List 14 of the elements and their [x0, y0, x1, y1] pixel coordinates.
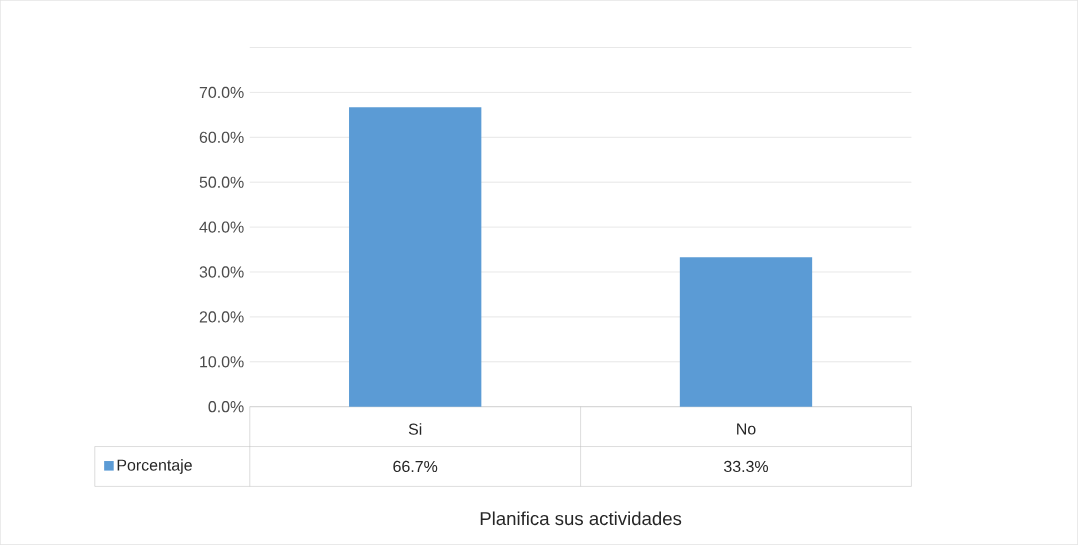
y-tick-label: 50.0% — [199, 176, 244, 188]
y-tick-label: 0.0% — [208, 401, 244, 413]
y-tick-label: 20.0% — [199, 311, 244, 323]
y-tick-label: 60.0% — [199, 131, 244, 143]
y-tick-label: 70.0% — [199, 86, 244, 99]
x-axis-title: Planifica sus actividades — [480, 511, 682, 526]
legend-label: Porcentaje — [117, 459, 192, 474]
x-tick-label: Si — [408, 423, 422, 435]
y-tick-label: 10.0% — [200, 356, 244, 368]
data-label: 66.7% — [393, 460, 438, 473]
x-tick-label: No — [737, 423, 756, 435]
y-tick-label: 30.0% — [199, 266, 244, 278]
y-tick-label: 40.0% — [199, 221, 244, 233]
data-label: 33.3% — [723, 460, 769, 473]
